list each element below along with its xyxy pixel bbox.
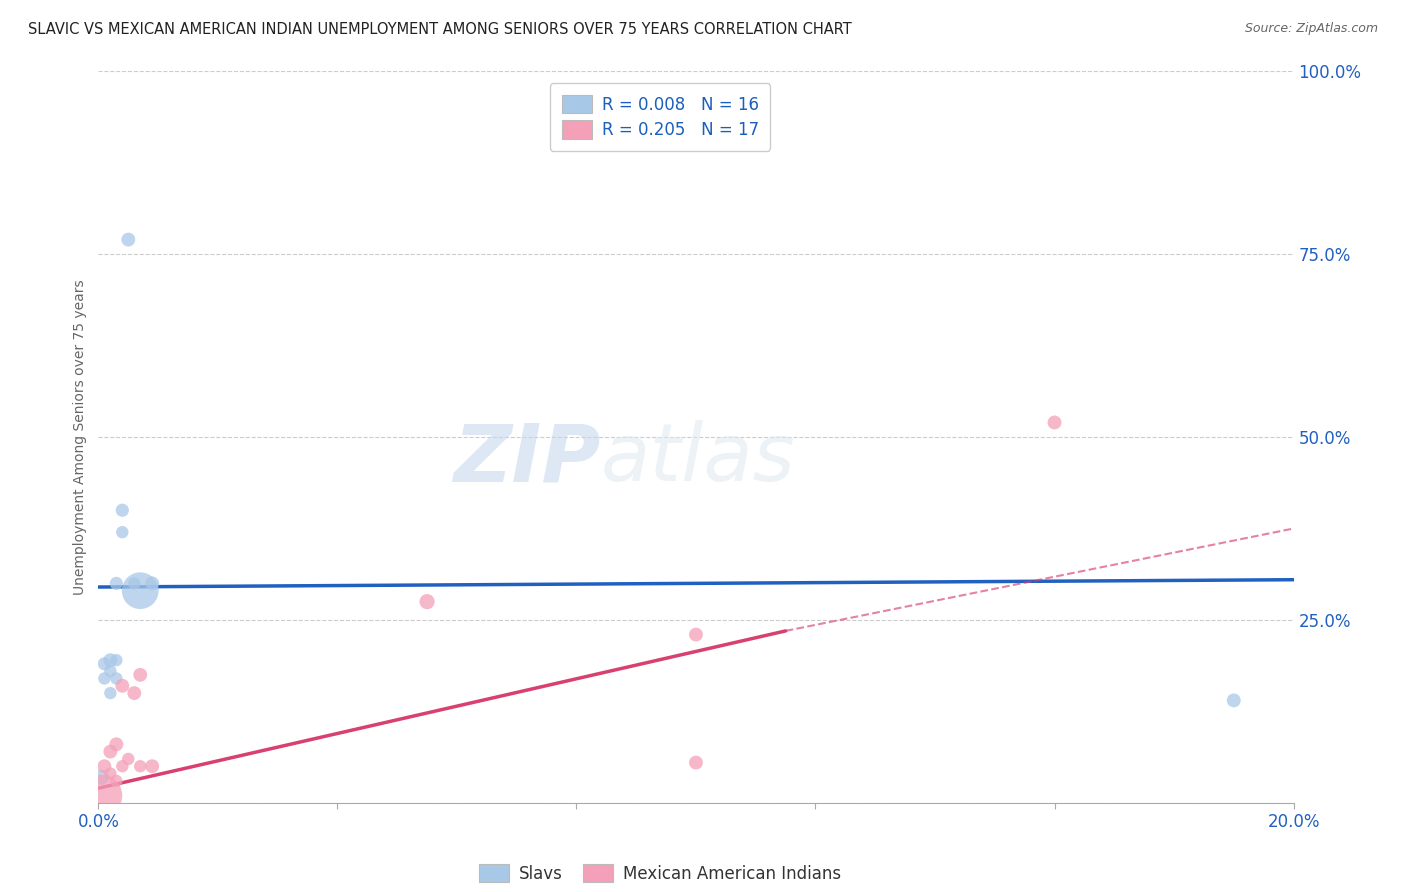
Point bbox=[124, 576, 146, 591]
Point bbox=[685, 756, 707, 770]
Point bbox=[129, 667, 152, 681]
Point bbox=[117, 752, 139, 766]
Point bbox=[111, 759, 134, 773]
Point bbox=[117, 233, 139, 247]
Point bbox=[90, 770, 112, 784]
Point bbox=[124, 686, 146, 700]
Point bbox=[111, 503, 134, 517]
Point bbox=[105, 737, 128, 751]
Point bbox=[141, 576, 163, 591]
Point bbox=[105, 773, 128, 788]
Point bbox=[1043, 416, 1066, 430]
Point bbox=[98, 745, 122, 759]
Text: Source: ZipAtlas.com: Source: ZipAtlas.com bbox=[1244, 22, 1378, 36]
Point bbox=[105, 576, 128, 591]
Point bbox=[105, 672, 128, 686]
Point bbox=[90, 789, 112, 803]
Point bbox=[98, 766, 122, 780]
Point bbox=[93, 672, 115, 686]
Point bbox=[111, 525, 134, 540]
Text: atlas: atlas bbox=[600, 420, 796, 498]
Point bbox=[1223, 693, 1246, 707]
Point bbox=[141, 759, 163, 773]
Point bbox=[685, 627, 707, 641]
Point bbox=[98, 664, 122, 678]
Point bbox=[129, 583, 152, 598]
Point bbox=[93, 759, 115, 773]
Point bbox=[416, 594, 439, 608]
Point bbox=[111, 679, 134, 693]
Point bbox=[98, 686, 122, 700]
Point bbox=[98, 653, 122, 667]
Text: SLAVIC VS MEXICAN AMERICAN INDIAN UNEMPLOYMENT AMONG SENIORS OVER 75 YEARS CORRE: SLAVIC VS MEXICAN AMERICAN INDIAN UNEMPL… bbox=[28, 22, 852, 37]
Legend: Slavs, Mexican American Indians: Slavs, Mexican American Indians bbox=[472, 857, 848, 889]
Text: ZIP: ZIP bbox=[453, 420, 600, 498]
Point bbox=[129, 759, 152, 773]
Y-axis label: Unemployment Among Seniors over 75 years: Unemployment Among Seniors over 75 years bbox=[73, 279, 87, 595]
Point bbox=[105, 653, 128, 667]
Point bbox=[93, 657, 115, 671]
